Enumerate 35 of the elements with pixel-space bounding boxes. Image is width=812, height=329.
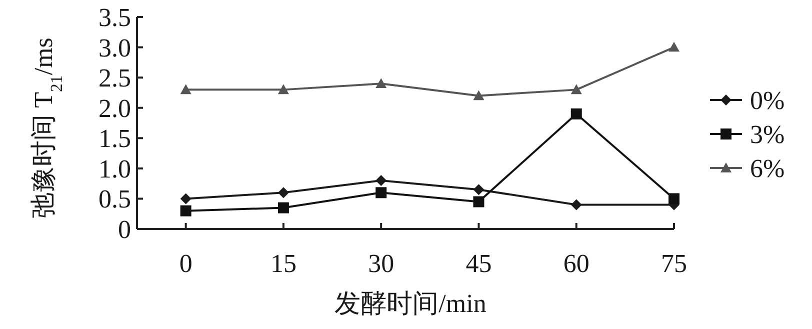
point: [668, 193, 680, 204]
x-tick-label: 75: [661, 249, 687, 278]
point: [180, 193, 192, 204]
y-tick-label: 3.5: [98, 3, 131, 32]
point: [376, 175, 387, 186]
x-axis-title: 发酵时间/min: [334, 289, 486, 318]
x-tick-label: 15: [270, 249, 296, 278]
point: [473, 196, 484, 208]
point: [278, 187, 289, 198]
point: [570, 199, 582, 210]
point: [180, 84, 192, 94]
point: [278, 84, 289, 94]
point: [570, 108, 582, 120]
point: [668, 42, 680, 52]
point: [570, 84, 582, 94]
y-tick-label: 0.5: [98, 184, 131, 214]
x-tick-label: 45: [466, 249, 492, 278]
y-tick-label: 1.5: [98, 124, 131, 154]
legend-label: 6%: [750, 154, 785, 183]
y-tick-label: 2.0: [98, 94, 131, 123]
y-tick-label: 2.5: [98, 64, 131, 93]
y-tick-label: 0: [118, 215, 131, 244]
point: [180, 205, 192, 216]
x-tick-label: 0: [179, 249, 192, 278]
y-tick-label: 1.0: [98, 154, 131, 184]
x-tick-label: 60: [563, 249, 590, 278]
point: [278, 202, 289, 214]
point: [473, 184, 484, 196]
point: [473, 90, 484, 100]
legend-label: 0%: [750, 86, 785, 115]
y-tick-label: 3.0: [98, 33, 131, 62]
point: [376, 187, 387, 198]
x-tick-label: 30: [368, 249, 394, 278]
point: [376, 78, 387, 88]
legend-label: 3%: [750, 120, 785, 149]
